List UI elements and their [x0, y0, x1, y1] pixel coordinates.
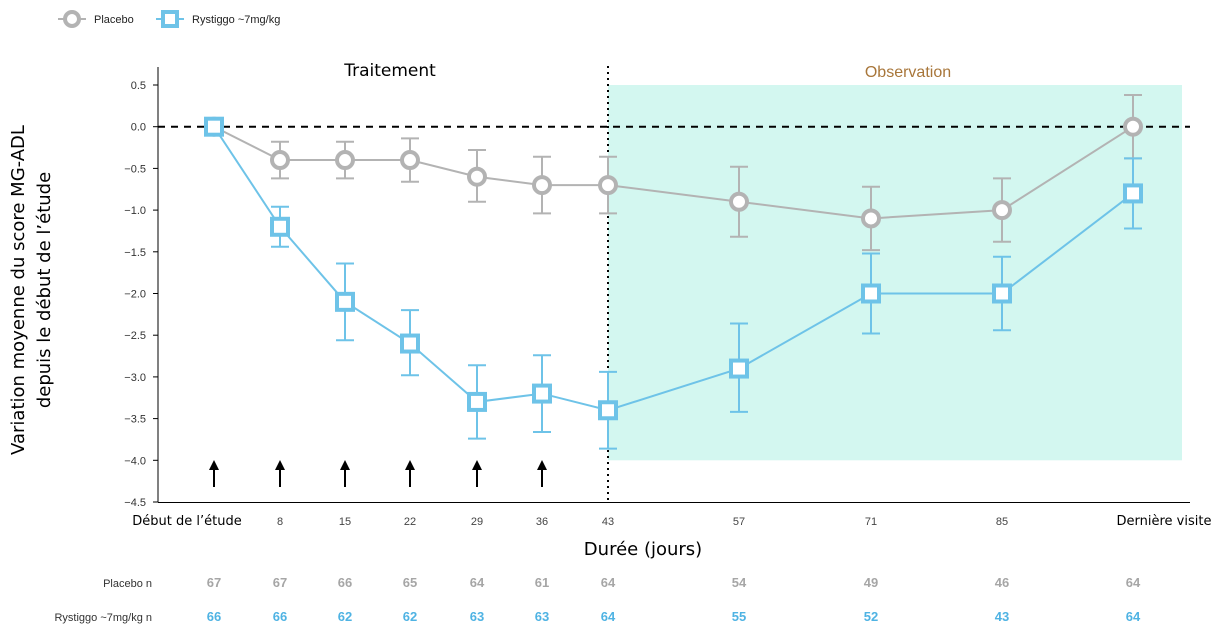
rystiggo-n-value: 66 — [207, 609, 221, 624]
x-tick-label: Début de l’étude — [132, 514, 241, 529]
rystiggo-point — [204, 116, 224, 137]
rystiggo-n-value: 62 — [403, 609, 417, 624]
x-tick-label: 43 — [602, 516, 614, 528]
placebo-point — [992, 200, 1012, 221]
rystiggo-point — [335, 291, 355, 312]
x-tick-label: 85 — [996, 516, 1008, 528]
y-tick-label: −3.5 — [124, 414, 146, 426]
placebo-point — [467, 166, 487, 187]
rystiggo-point — [598, 400, 618, 421]
rystiggo-point — [861, 283, 881, 304]
treatment-label: Traitement — [343, 61, 436, 81]
placebo-point — [335, 150, 355, 171]
placebo-n-value: 67 — [273, 575, 287, 590]
rystiggo-point — [270, 216, 290, 237]
y-tick-label: −4.0 — [124, 455, 146, 467]
y-tick-label: 0.0 — [131, 122, 146, 134]
x-tick-label: Dernière visite — [1117, 514, 1212, 529]
placebo-n-value: 66 — [338, 575, 352, 590]
rystiggo-n-label: Rystiggo ~7mg/kg n — [54, 612, 152, 624]
placebo-n-value: 64 — [1126, 575, 1141, 590]
placebo-point — [598, 175, 618, 196]
legend-placebo-label: Placebo — [94, 14, 134, 26]
y-tick-label: −2.0 — [124, 289, 146, 301]
dosing-arrow — [537, 460, 547, 487]
x-tick-label: 36 — [536, 516, 548, 528]
placebo-n-value: 65 — [403, 575, 417, 590]
placebo-n-label: Placebo n — [103, 578, 152, 590]
placebo-point — [861, 208, 881, 229]
placebo-point — [400, 150, 420, 171]
dosing-arrow — [472, 460, 482, 487]
placebo-n-value: 46 — [995, 575, 1009, 590]
placebo-n-value: 64 — [601, 575, 616, 590]
placebo-n-value: 49 — [864, 575, 878, 590]
rystiggo-point — [467, 391, 487, 412]
placebo-point — [729, 191, 749, 212]
y-axis-title-line1: Variation moyenne du score MG-ADL — [8, 125, 29, 455]
rystiggo-n-value: 62 — [338, 609, 352, 624]
rystiggo-n-value: 66 — [273, 609, 287, 624]
y-tick-label: −0.5 — [124, 163, 146, 175]
rystiggo-n-value: 64 — [1126, 609, 1141, 624]
rystiggo-point — [729, 358, 749, 379]
rystiggo-point — [992, 283, 1012, 304]
legend-placebo-marker — [63, 10, 81, 28]
y-axis-title-line2: depuis le début de l’étude — [34, 172, 55, 408]
placebo-point — [1123, 116, 1143, 137]
y-tick-label: −1.5 — [124, 247, 146, 259]
n-table: Placebo n 67 67 66 65 64 61 64 54 49 46 64 Rystiggo … — [54, 575, 1141, 624]
y-tick-label: −2.5 — [124, 330, 146, 342]
y-tick-label: −3.0 — [124, 372, 146, 384]
rystiggo-n-value: 63 — [470, 609, 484, 624]
dosing-arrow — [340, 460, 350, 487]
placebo-n-value: 54 — [732, 575, 747, 590]
x-tick-label: 8 — [277, 516, 283, 528]
dosing-arrow — [209, 460, 219, 487]
rystiggo-n-value: 43 — [995, 609, 1009, 624]
rystiggo-point — [400, 333, 420, 354]
x-axis-title: Durée (jours) — [584, 539, 702, 560]
rystiggo-n-value: 52 — [864, 609, 878, 624]
y-tick-label: −4.5 — [124, 497, 146, 509]
legend-rystiggo-label: Rystiggo ~7mg/kg — [192, 14, 280, 26]
rystiggo-point — [1123, 183, 1143, 204]
x-tick-label: 57 — [733, 516, 745, 528]
placebo-point — [532, 175, 552, 196]
placebo-n-value: 64 — [470, 575, 485, 590]
y-tick-label: 0.5 — [131, 80, 146, 92]
placebo-n-value: 67 — [207, 575, 221, 590]
placebo-n-value: 61 — [535, 575, 549, 590]
rystiggo-point — [532, 383, 552, 404]
x-tick-label: 22 — [404, 516, 416, 528]
rystiggo-n-value: 64 — [601, 609, 616, 624]
rystiggo-n-value: 55 — [732, 609, 746, 624]
observation-label: Observation — [865, 64, 951, 81]
rystiggo-n-value: 63 — [535, 609, 549, 624]
placebo-point — [270, 150, 290, 171]
legend: Placebo Rystiggo ~7mg/kg — [58, 10, 280, 28]
dosing-arrow — [405, 460, 415, 487]
x-tick-label: 71 — [865, 516, 877, 528]
observation-region — [608, 85, 1182, 461]
x-tick-label: 29 — [471, 516, 483, 528]
legend-rystiggo-marker — [161, 10, 179, 28]
dosing-arrow — [275, 460, 285, 487]
y-tick-label: −1.0 — [124, 205, 146, 217]
x-tick-label: 15 — [339, 516, 351, 528]
